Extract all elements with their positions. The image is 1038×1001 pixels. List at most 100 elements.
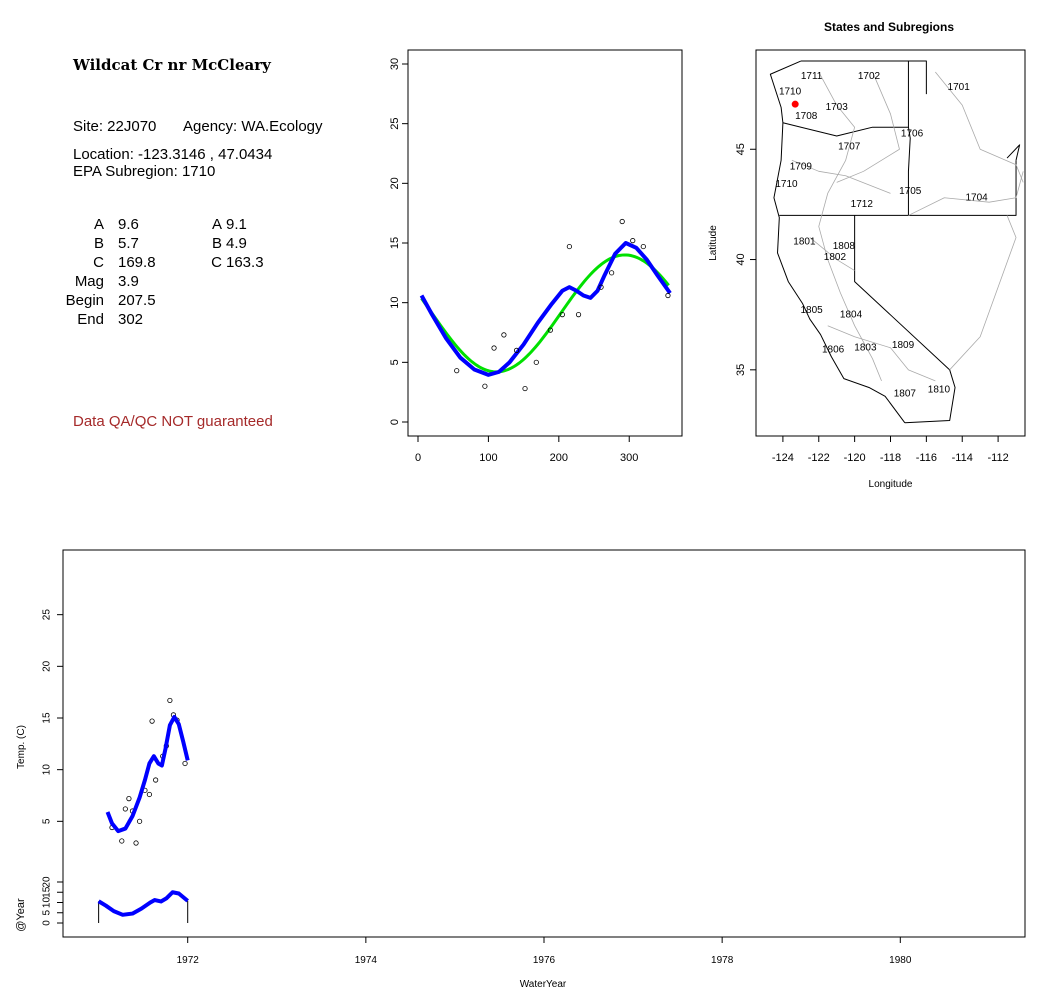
data-point bbox=[482, 383, 488, 389]
subregion-label: 1705 bbox=[899, 186, 922, 197]
wa-id-border bbox=[907, 61, 911, 216]
data-point bbox=[137, 818, 143, 824]
subregion-boundary bbox=[818, 71, 882, 382]
subregion-label: 1709 bbox=[790, 162, 813, 173]
x-tick-label: -114 bbox=[952, 452, 973, 464]
data-point bbox=[566, 243, 572, 250]
y-tick-label: 25 bbox=[42, 609, 53, 621]
epa-subregion: EPA Subregion: 1710 bbox=[73, 163, 216, 180]
subregion-label: 1708 bbox=[795, 111, 818, 122]
smooth-fit-line bbox=[419, 241, 672, 377]
x-tick-label: 1978 bbox=[711, 955, 734, 966]
subregion-label: 1706 bbox=[901, 128, 924, 139]
x-tick-label: -124 bbox=[772, 452, 794, 464]
data-point bbox=[619, 218, 625, 225]
subregion-boundary bbox=[949, 215, 1017, 371]
param-value: 5.7 bbox=[118, 235, 139, 252]
lat42-border bbox=[779, 160, 1017, 216]
agency: Agency: WA.Ecology bbox=[183, 118, 323, 135]
data-point bbox=[513, 347, 520, 353]
data-point bbox=[522, 385, 528, 392]
param-label: Mag bbox=[74, 273, 104, 290]
data-point bbox=[547, 327, 553, 333]
param-value-2: 163.3 bbox=[226, 254, 264, 271]
subregion-label: 1804 bbox=[840, 309, 863, 320]
subregion-label: 1702 bbox=[858, 71, 881, 82]
x-tick-label: 300 bbox=[620, 452, 638, 464]
subregion-label: 1809 bbox=[892, 340, 915, 351]
param-label: End bbox=[77, 311, 104, 328]
site-id: Site: 22J070 bbox=[73, 118, 157, 135]
x-tick-label: -122 bbox=[808, 452, 830, 464]
y-tick-label: 5 bbox=[42, 818, 53, 824]
wa-or-border bbox=[782, 122, 909, 137]
data-point bbox=[126, 795, 132, 802]
param-value: 302 bbox=[118, 311, 144, 328]
subregion-label: 1801 bbox=[793, 237, 816, 248]
data-point bbox=[119, 838, 125, 844]
north-border bbox=[800, 60, 927, 95]
y-tick-label: 35 bbox=[735, 364, 747, 376]
x-tick-label: 1980 bbox=[889, 955, 912, 966]
y-axis-label: Temp. (C) bbox=[16, 725, 27, 769]
data-point bbox=[640, 243, 646, 250]
location: Location: -123.3146 , 47.0434 bbox=[73, 146, 273, 163]
y-tick-label: 0 bbox=[389, 419, 401, 425]
x-tick-label: 200 bbox=[550, 452, 568, 464]
param-value-2: 4.9 bbox=[226, 235, 247, 252]
y2-tick-label: 15 bbox=[42, 886, 53, 898]
subregion-boundary bbox=[935, 71, 1024, 183]
data-point bbox=[454, 368, 460, 374]
subregion-label: 1805 bbox=[800, 305, 823, 316]
data-point bbox=[533, 359, 539, 365]
param-value-2: 9.1 bbox=[226, 216, 247, 233]
x-axis-label: Longitude bbox=[869, 479, 913, 490]
subregion-boundary bbox=[908, 171, 1024, 216]
subregion-boundary bbox=[791, 159, 891, 194]
data-point bbox=[167, 697, 173, 704]
x-tick-label: 100 bbox=[479, 452, 497, 464]
data-point bbox=[133, 840, 139, 846]
coastline bbox=[769, 60, 906, 424]
y-tick-label: 45 bbox=[735, 143, 747, 155]
y2-tick-label: 10 bbox=[42, 897, 53, 909]
param-label-2: A bbox=[211, 216, 222, 233]
y-axis-label: Latitude bbox=[708, 225, 719, 261]
data-point bbox=[630, 238, 636, 244]
param-label: B bbox=[93, 235, 104, 252]
subregion-boundary bbox=[809, 237, 855, 271]
subregion-label: 1810 bbox=[928, 384, 951, 395]
x-tick-label: 1974 bbox=[355, 955, 378, 966]
subregion-label: 1707 bbox=[838, 142, 861, 153]
data-point bbox=[491, 345, 497, 351]
site-title: Wildcat Cr nr McCleary bbox=[73, 56, 271, 74]
subregion-label: 1711 bbox=[801, 71, 823, 82]
param-label-2: B bbox=[211, 235, 222, 252]
data-point bbox=[598, 284, 604, 290]
x-axis-label: WaterYear bbox=[520, 979, 567, 990]
site-marker bbox=[791, 100, 799, 108]
x-tick-label: 1972 bbox=[177, 955, 200, 966]
subregion-label: 1803 bbox=[854, 342, 877, 353]
subregion-label: 1806 bbox=[822, 345, 845, 356]
subregion-label: 1710 bbox=[779, 87, 802, 98]
y2-axis-label: @Year bbox=[15, 898, 27, 932]
y-tick-label: 40 bbox=[735, 253, 747, 265]
x-tick-label: -120 bbox=[844, 452, 866, 464]
smooth-fit-line bbox=[105, 714, 190, 834]
subregion-label: 1710 bbox=[775, 179, 798, 190]
data-point bbox=[575, 311, 582, 318]
subregion-boundary bbox=[836, 71, 900, 183]
x-tick-label: 1976 bbox=[533, 955, 556, 966]
annual-cycle-line bbox=[97, 890, 189, 917]
param-label: Begin bbox=[65, 292, 104, 309]
subregion-label: 1808 bbox=[833, 241, 856, 252]
subregion-label: 1703 bbox=[826, 102, 849, 113]
subregion-boundary bbox=[827, 325, 936, 382]
subregion-label: 1802 bbox=[824, 252, 847, 263]
x-tick-label: -112 bbox=[987, 452, 1008, 464]
y-tick-label: 30 bbox=[389, 58, 401, 70]
data-point bbox=[149, 718, 155, 724]
data-point bbox=[122, 806, 128, 812]
y-tick-label: 25 bbox=[389, 118, 401, 130]
